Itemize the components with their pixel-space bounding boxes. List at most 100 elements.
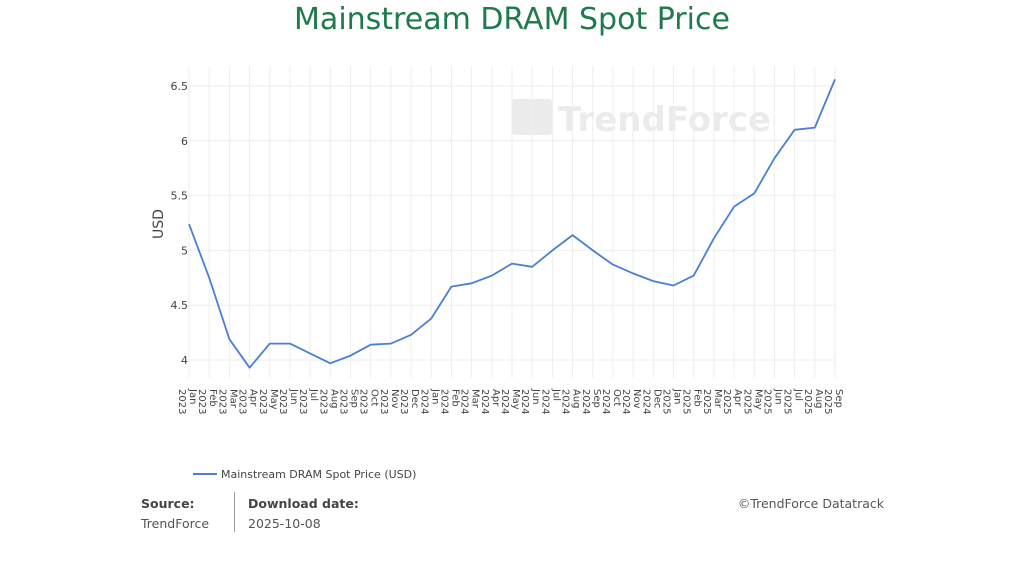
x-tick-label: Mar2023 <box>216 389 238 414</box>
x-tick-month: Jun <box>772 388 783 405</box>
data-point[interactable] <box>368 342 374 348</box>
x-tick-month: Sep <box>591 389 602 408</box>
x-tick-year: 2025 <box>741 389 752 414</box>
data-point[interactable] <box>509 261 515 267</box>
x-tick-label: Sep2023 <box>338 389 360 414</box>
x-tick-year: 2024 <box>479 389 490 414</box>
data-point[interactable] <box>469 280 475 286</box>
x-tick-year: 2023 <box>277 389 288 414</box>
footer-divider <box>234 492 235 532</box>
x-tick-label: Jul2025 <box>782 388 804 414</box>
y-axis-label: USD <box>151 209 167 239</box>
x-tick-month: Mar <box>227 389 238 409</box>
x-tick-month: Jul <box>793 388 804 401</box>
x-tick-year: 2025 <box>782 389 793 414</box>
x-tick-year: 2024 <box>620 389 631 414</box>
data-point[interactable] <box>408 332 414 338</box>
data-point[interactable] <box>428 315 434 321</box>
data-point[interactable] <box>711 235 717 241</box>
data-point[interactable] <box>388 341 394 347</box>
data-point[interactable] <box>630 270 636 276</box>
data-point[interactable] <box>812 125 818 131</box>
data-point[interactable] <box>590 247 596 253</box>
series-line <box>188 79 836 369</box>
x-tick-month: May <box>752 389 763 410</box>
x-tick-year: 2023 <box>358 389 369 414</box>
x-tick-year: 2024 <box>539 389 550 414</box>
data-point[interactable] <box>327 360 333 366</box>
data-point[interactable] <box>771 155 777 161</box>
x-tick-year: 2025 <box>761 389 772 414</box>
x-tick-label: Dec2024 <box>640 389 662 414</box>
x-tick-month: Aug <box>813 389 824 409</box>
data-point[interactable] <box>610 262 616 268</box>
x-tick-label: Aug2024 <box>560 389 582 414</box>
x-tick-year: 2024 <box>640 389 651 414</box>
x-tick-month: May <box>510 389 521 410</box>
x-axis: Jan2023 Feb2023 Mar2023 Apr2023 May2023 Jun20… <box>176 388 844 414</box>
x-tick-label: Jan2024 <box>418 388 440 414</box>
x-tick-month: Feb <box>449 389 460 407</box>
data-point[interactable] <box>448 284 454 290</box>
download-date-value: 2025-10-08 <box>248 516 321 531</box>
source-value: TrendForce <box>141 516 210 531</box>
x-tick-month: Jan <box>672 388 683 404</box>
x-tick-year: 2025 <box>721 389 732 414</box>
data-point[interactable] <box>549 247 555 253</box>
x-tick-label: Feb2024 <box>438 389 460 414</box>
x-tick-year: 2024 <box>459 389 470 414</box>
x-tick-year: 2024 <box>580 389 591 414</box>
x-tick-label: Oct2023 <box>358 389 380 414</box>
data-point[interactable] <box>307 350 313 356</box>
data-point[interactable] <box>570 232 576 238</box>
data-point[interactable] <box>489 273 495 279</box>
data-point[interactable] <box>691 273 697 279</box>
data-point[interactable] <box>792 127 798 133</box>
x-tick-year: 2023 <box>378 389 389 414</box>
data-point[interactable] <box>529 264 535 270</box>
x-tick-label: May2025 <box>741 389 763 414</box>
x-tick-label: Jan2025 <box>661 388 683 414</box>
copyright: ©TrendForce Datatrack <box>737 496 884 511</box>
data-point[interactable] <box>731 204 737 210</box>
x-tick-label: Apr2025 <box>721 389 743 414</box>
x-tick-label: Apr2023 <box>237 389 259 414</box>
data-point[interactable] <box>206 275 212 281</box>
x-tick-label: Jun2023 <box>277 388 299 414</box>
x-tick-year: 2024 <box>519 389 530 414</box>
data-point[interactable] <box>267 341 273 347</box>
y-tick-label: 6 <box>181 135 188 148</box>
x-tick-year: 2025 <box>701 389 712 414</box>
x-tick-month: Nov <box>631 389 642 409</box>
y-tick-label: 5 <box>181 244 188 257</box>
data-point[interactable] <box>226 336 232 342</box>
x-tick-label: Oct2024 <box>600 389 622 414</box>
x-tick-month: Jan <box>429 388 440 404</box>
data-point[interactable] <box>186 221 192 227</box>
x-tick-label: Mar2025 <box>701 389 723 414</box>
x-tick-month: Dec <box>409 389 420 408</box>
x-tick-year: 2023 <box>297 389 308 414</box>
x-tick-year: 2023 <box>176 389 187 414</box>
data-point[interactable] <box>650 278 656 284</box>
x-tick-month: Nov <box>389 389 400 409</box>
data-point[interactable] <box>832 76 838 82</box>
x-tick-label: May2023 <box>257 389 279 414</box>
x-tick-label: Sep2024 <box>580 389 602 414</box>
legend[interactable]: Mainstream DRAM Spot Price (USD) <box>193 468 416 481</box>
source-label: Source: <box>141 496 195 511</box>
data-point[interactable] <box>671 282 677 288</box>
data-point[interactable] <box>348 353 354 359</box>
data-point[interactable] <box>287 341 293 347</box>
x-tick-label: Jun2025 <box>761 388 783 414</box>
x-tick-month: Mar <box>712 389 723 409</box>
x-tick-month: Mar <box>470 389 481 409</box>
x-tick-year: 2024 <box>560 389 571 414</box>
data-point[interactable] <box>247 365 253 371</box>
x-tick-month: Aug <box>328 389 339 409</box>
x-tick-label: Dec2023 <box>398 389 420 414</box>
x-tick-year: 2023 <box>338 389 349 414</box>
data-point[interactable] <box>751 190 757 196</box>
x-tick-month: May <box>268 389 279 410</box>
